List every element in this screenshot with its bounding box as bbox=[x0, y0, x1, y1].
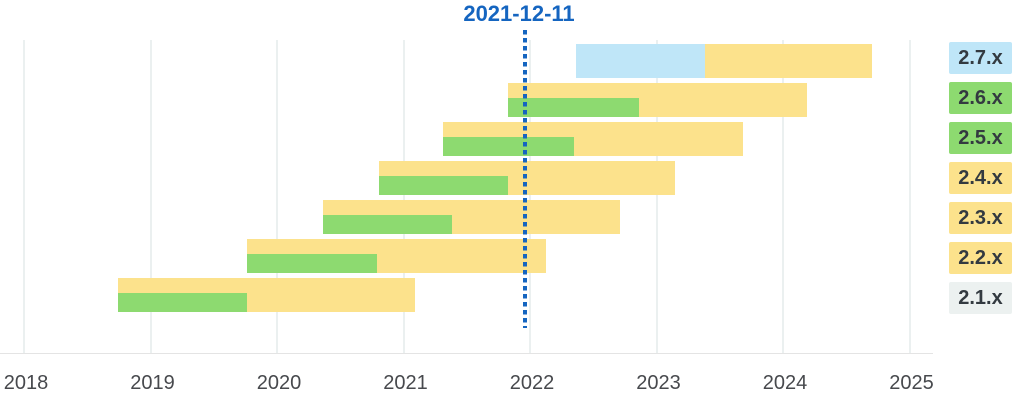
legend-item-2.7.x: 2.7.x bbox=[949, 42, 1012, 74]
x-axis-tick-label: 2020 bbox=[256, 372, 302, 394]
legend-item-2.4.x: 2.4.x bbox=[949, 162, 1012, 194]
gantt-row-2.4.x bbox=[0, 161, 933, 195]
bar-2.3.x-active bbox=[322, 215, 452, 234]
year-gridline bbox=[908, 40, 911, 353]
bar-2.6.x-active bbox=[508, 98, 639, 117]
legend: 2.7.x 2.6.x 2.5.x 2.4.x 2.3.x 2.2.x 2.1.x bbox=[949, 0, 1012, 402]
year-gridline bbox=[276, 40, 278, 353]
chart-title-date: 2021-12-11 bbox=[463, 1, 575, 26]
x-axis-tick-label: 2023 bbox=[636, 372, 681, 394]
year-gridline bbox=[23, 40, 25, 353]
year-gridline bbox=[149, 40, 152, 353]
gantt-row-2.7.x bbox=[0, 44, 933, 78]
year-gridline bbox=[402, 40, 405, 353]
gantt-row-2.2.x bbox=[0, 239, 933, 273]
legend-item-2.6.x: 2.6.x bbox=[949, 82, 1012, 114]
gantt-row-2.6.x bbox=[0, 83, 933, 117]
bar-2.2.x-active bbox=[246, 254, 377, 273]
year-gridline bbox=[529, 40, 531, 353]
bar-2.7.x-security bbox=[704, 44, 872, 78]
snapshot-date-marker-line bbox=[522, 30, 527, 328]
x-axis-tick-label: 2018 bbox=[3, 372, 49, 394]
bar-2.1.x-active bbox=[117, 293, 247, 312]
bar-2.7.x-future bbox=[575, 44, 705, 78]
legend-item-2.3.x: 2.3.x bbox=[949, 202, 1012, 234]
x-axis-tick-label: 2021 bbox=[383, 372, 428, 394]
gantt-row-2.5.x bbox=[0, 122, 933, 156]
legend-item-2.5.x: 2.5.x bbox=[949, 122, 1012, 154]
x-axis-tick-label: 2025 bbox=[889, 372, 934, 394]
gantt-row-2.1.x bbox=[0, 278, 933, 312]
legend-item-2.2.x: 2.2.x bbox=[949, 242, 1012, 274]
year-gridline bbox=[655, 40, 658, 353]
legend-item-2.1.x: 2.1.x bbox=[949, 282, 1012, 314]
bar-2.4.x-active bbox=[379, 176, 509, 195]
x-axis-line bbox=[0, 353, 933, 354]
bar-2.5.x-active bbox=[442, 137, 575, 156]
year-gridline bbox=[782, 40, 784, 353]
x-axis-tick-label: 2019 bbox=[130, 372, 175, 394]
x-axis-tick-label: 2024 bbox=[762, 372, 808, 394]
x-axis-tick-label: 2022 bbox=[509, 372, 555, 394]
gantt-row-2.3.x bbox=[0, 200, 933, 234]
